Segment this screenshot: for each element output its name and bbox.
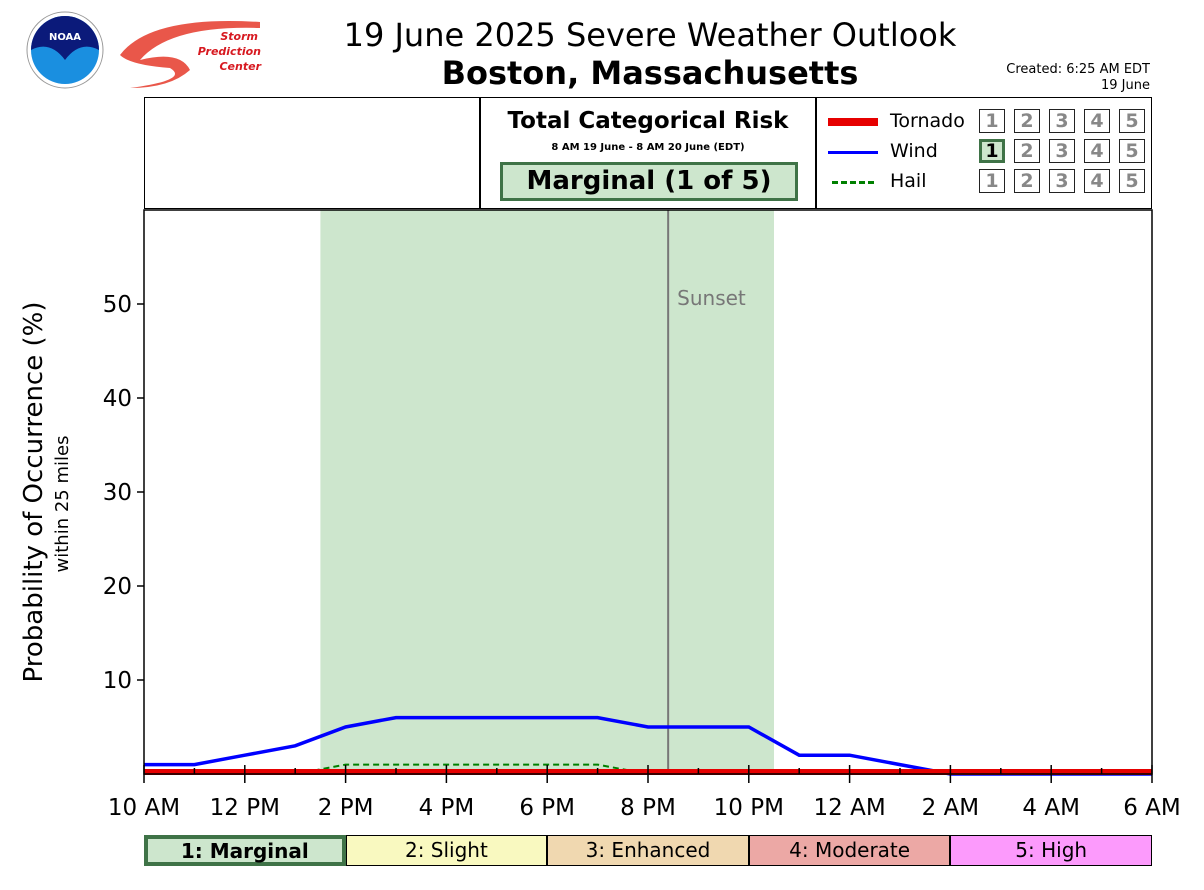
noaa-logo-icon: NOAA <box>26 11 104 89</box>
created-date: 19 June <box>1101 78 1150 93</box>
level-box: 2 <box>1014 139 1040 163</box>
location-title: Boston, Massachusetts <box>441 54 859 92</box>
risk-period-shading <box>320 210 774 774</box>
level-box: 3 <box>1049 139 1075 163</box>
level-box: 4 <box>1084 169 1110 193</box>
risk-title: Total Categorical Risk <box>507 108 789 134</box>
x-tick-label: 2 AM <box>922 795 980 821</box>
y-tick-label: 50 <box>103 292 132 318</box>
level-box: 1 <box>979 109 1005 133</box>
legend-line-wind <box>828 150 878 154</box>
x-tick-label: 10 AM <box>108 795 180 821</box>
y-axis-sublabel: within 25 miles <box>52 436 73 573</box>
level-box: 1 <box>979 169 1005 193</box>
x-tick-label: 10 PM <box>714 795 784 821</box>
svg-text:Center: Center <box>219 60 261 73</box>
legend-label: Tornado <box>890 110 965 132</box>
legend-label: Hail <box>890 170 927 192</box>
logos: NOAA Storm Prediction Center <box>26 11 262 89</box>
category-5: 5: High <box>950 835 1152 866</box>
y-tick-label: 40 <box>103 386 132 412</box>
level-box: 4 <box>1084 109 1110 133</box>
chart-title: 19 June 2025 Severe Weather Outlook <box>343 16 957 54</box>
divider <box>479 97 481 209</box>
x-tick-label: 12 AM <box>814 795 886 821</box>
spc-logo-icon: Storm Prediction Center <box>120 20 262 89</box>
category-2: 2: Slight <box>345 835 548 866</box>
y-tick-label: 10 <box>103 668 132 694</box>
divider <box>815 97 817 209</box>
x-tick-label: 4 PM <box>419 795 475 821</box>
level-box: 5 <box>1119 139 1145 163</box>
level-box: 2 <box>1014 109 1040 133</box>
x-tick-label: 4 AM <box>1022 795 1080 821</box>
legend-line-hail <box>832 180 874 184</box>
y-axis-label: Probability of Occurrence (%) <box>19 302 49 683</box>
created-time: Created: 6:25 AM EDT <box>1006 62 1150 77</box>
level-box: 5 <box>1119 169 1145 193</box>
risk-level-badge: Marginal (1 of 5) <box>500 162 798 201</box>
legend-label: Wind <box>890 140 938 162</box>
legend-line-tornado <box>828 118 878 126</box>
level-box: 5 <box>1119 109 1145 133</box>
chart-plot: Sunset 10 20 30 40 50 10 AM 12 PM 2 PM 4 PM 6 PM 8 … <box>19 209 1181 821</box>
category-4: 4: Moderate <box>748 835 951 866</box>
level-box: 2 <box>1014 169 1040 193</box>
y-tick-label: 30 <box>103 480 132 506</box>
category-1: 1: Marginal <box>144 835 346 866</box>
x-tick-label: 6 AM <box>1123 795 1181 821</box>
x-tick-label: 6 PM <box>519 795 575 821</box>
level-box: 3 <box>1049 109 1075 133</box>
risk-period: 8 AM 19 June - 8 AM 20 June (EDT) <box>551 142 745 153</box>
category-3: 3: Enhanced <box>547 835 749 866</box>
svg-text:NOAA: NOAA <box>49 32 81 43</box>
info-panel <box>144 97 1152 209</box>
level-box: 1 <box>979 139 1005 163</box>
x-tick-label: 12 PM <box>210 795 280 821</box>
level-box: 4 <box>1084 139 1110 163</box>
sunset-label: Sunset <box>677 286 746 310</box>
y-tick-label: 20 <box>103 574 132 600</box>
x-tick-label: 2 PM <box>318 795 374 821</box>
created-stamp: Created: 6:25 AM EDT 19 June <box>1006 62 1150 94</box>
svg-text:Storm: Storm <box>220 30 258 43</box>
level-box: 3 <box>1049 169 1075 193</box>
x-tick-label: 8 PM <box>620 795 676 821</box>
svg-text:Prediction: Prediction <box>198 45 261 58</box>
